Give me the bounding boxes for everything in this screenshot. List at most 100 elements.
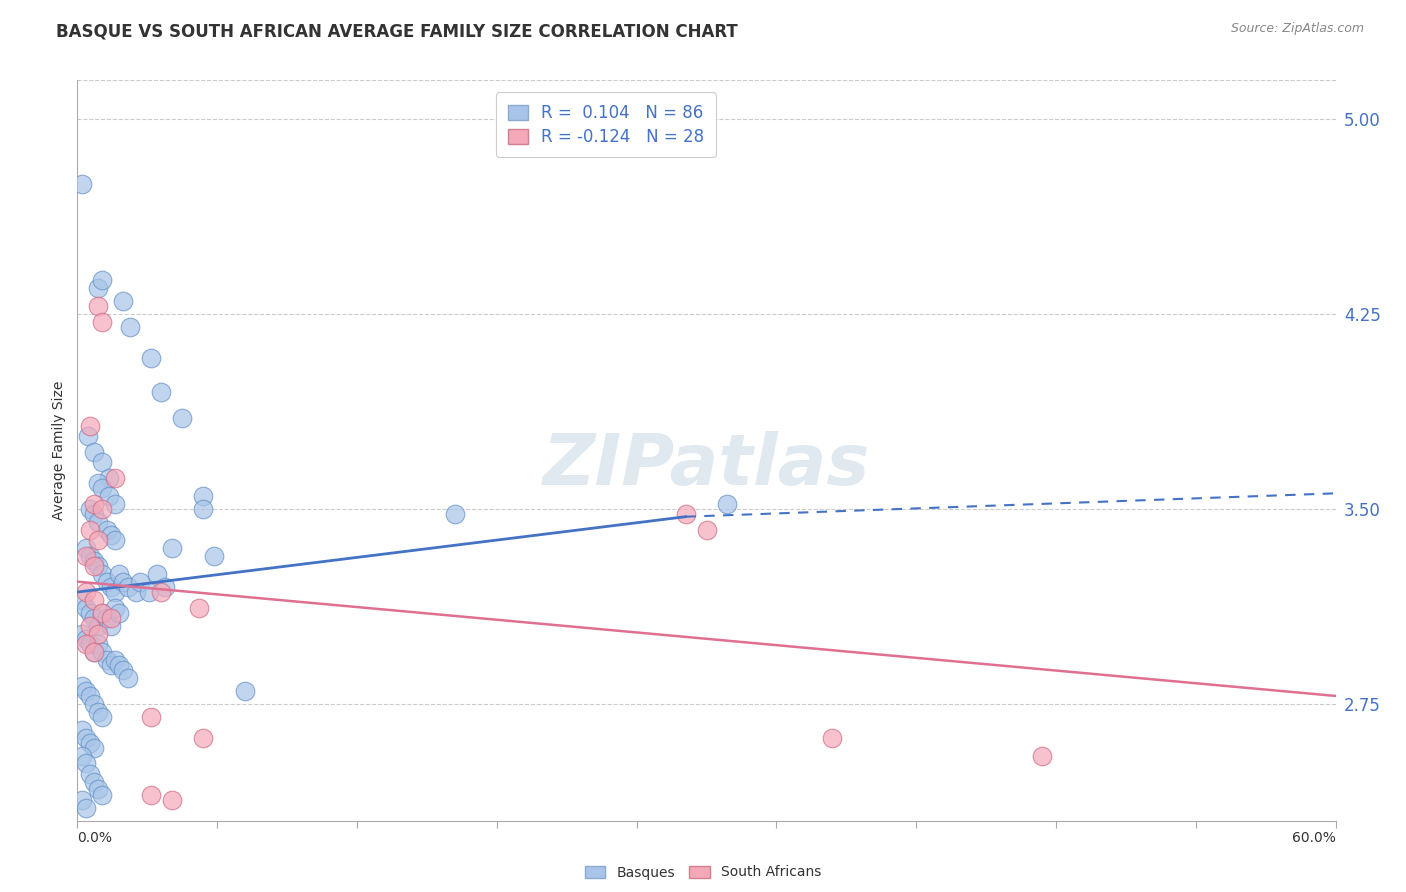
Point (83, 592, 105, 607)
Point (79, 767, 101, 781)
Point (91, 315, 114, 329)
Point (87, 281, 110, 295)
Point (79, 606, 101, 620)
Legend: R =  0.104   N = 86, R = -0.124   N = 28: R = 0.104 N = 86, R = -0.124 N = 28 (496, 92, 716, 158)
Point (675, 507, 697, 521)
Point (150, 585, 173, 599)
Point (91, 273, 114, 287)
Point (83, 611, 105, 625)
Point (70, 626, 93, 640)
Point (79, 689, 101, 703)
Point (79, 619, 101, 633)
Point (100, 580, 122, 594)
Point (70, 679, 93, 693)
Point (79, 502, 101, 516)
Point (104, 533, 127, 547)
Point (83, 645, 105, 659)
Point (104, 585, 127, 599)
Point (87, 782, 110, 797)
Point (112, 663, 135, 677)
Point (79, 418, 101, 433)
Point (83, 507, 105, 521)
Point (75, 683, 97, 698)
Point (108, 657, 131, 672)
Point (96, 611, 118, 625)
Text: Source: ZipAtlas.com: Source: ZipAtlas.com (1230, 22, 1364, 36)
Point (233, 683, 256, 698)
Point (188, 600, 211, 615)
Text: ZIPatlas: ZIPatlas (543, 431, 870, 500)
Point (112, 574, 135, 589)
Point (75, 549, 97, 563)
Point (83, 559, 105, 574)
Point (97, 489, 120, 503)
Point (75, 632, 97, 646)
Point (79, 523, 101, 537)
Legend: Basques, South Africans: Basques, South Africans (579, 860, 827, 885)
Point (70, 723, 93, 737)
Point (139, 788, 162, 802)
Point (160, 541, 183, 555)
Point (87, 619, 110, 633)
Point (117, 580, 139, 594)
Point (100, 528, 122, 542)
Point (87, 626, 110, 640)
Point (75, 756, 97, 771)
Point (150, 384, 173, 399)
Point (75, 585, 97, 599)
Point (160, 793, 183, 807)
Y-axis label: Average Family Size: Average Family Size (52, 381, 66, 520)
Point (91, 606, 114, 620)
Text: 0.0%: 0.0% (77, 831, 112, 845)
Point (202, 549, 225, 563)
Point (87, 299, 110, 313)
Point (75, 731, 97, 745)
Point (108, 606, 131, 620)
Point (91, 788, 114, 802)
Point (91, 566, 114, 581)
Point (70, 793, 93, 807)
Point (91, 502, 114, 516)
Point (716, 497, 738, 511)
Point (70, 177, 93, 191)
Point (96, 652, 118, 666)
Point (104, 497, 127, 511)
Point (83, 740, 105, 755)
Point (100, 619, 122, 633)
Point (87, 705, 110, 719)
Point (100, 657, 122, 672)
Point (76, 429, 98, 443)
Point (83, 645, 105, 659)
Point (70, 748, 93, 763)
Point (75, 600, 97, 615)
Point (96, 523, 118, 537)
Point (139, 710, 162, 724)
Point (91, 710, 114, 724)
Point (139, 351, 162, 366)
Point (87, 637, 110, 651)
Point (83, 774, 105, 789)
Point (155, 580, 177, 594)
Point (125, 585, 148, 599)
Point (108, 566, 131, 581)
Point (83, 444, 105, 458)
Point (696, 523, 718, 537)
Point (91, 455, 114, 469)
Point (1031, 748, 1053, 763)
Text: BASQUE VS SOUTH AFRICAN AVERAGE FAMILY SIZE CORRELATION CHART: BASQUE VS SOUTH AFRICAN AVERAGE FAMILY S… (56, 22, 738, 40)
Point (821, 731, 844, 745)
Point (191, 731, 215, 745)
Point (79, 637, 101, 651)
Point (118, 320, 141, 334)
Text: 60.0%: 60.0% (1292, 831, 1336, 845)
Point (104, 471, 127, 485)
Point (97, 471, 120, 485)
Point (91, 645, 114, 659)
Point (87, 475, 110, 490)
Point (191, 502, 215, 516)
Point (112, 294, 135, 309)
Point (96, 574, 118, 589)
Point (129, 574, 152, 589)
Point (191, 489, 215, 503)
Point (83, 554, 105, 568)
